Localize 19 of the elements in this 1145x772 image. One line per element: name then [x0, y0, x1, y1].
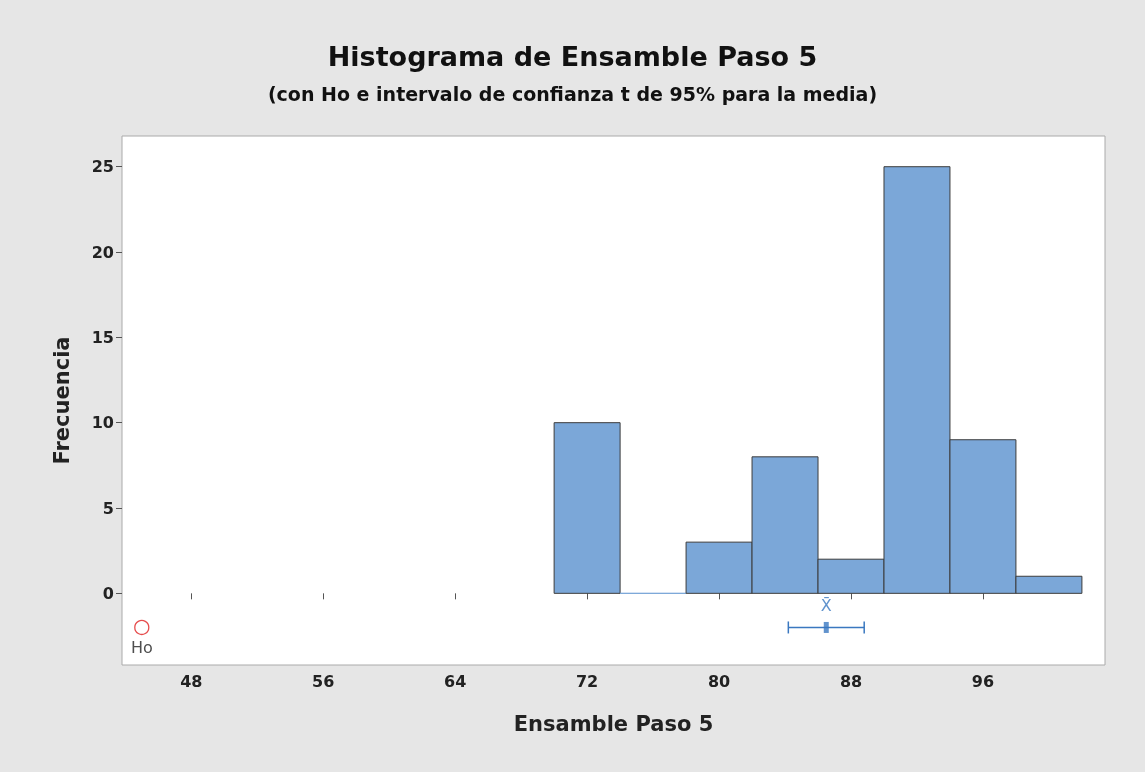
x-tick-label: 72	[575, 671, 599, 691]
x-tick-label: 80	[707, 671, 731, 691]
y-tick-label: 0	[102, 583, 114, 603]
x-axis-title: Ensamble Paso 5	[513, 711, 714, 736]
chart-title: Histograma de Ensamble Paso 5	[327, 41, 818, 72]
x-tick-label: 64	[444, 671, 467, 691]
y-tick-label: 20	[91, 242, 114, 262]
chart-subtitle: (con Ho e intervalo de confianza t de 95% para la media)	[267, 82, 878, 105]
y-tick-label: 15	[91, 327, 114, 347]
y-tick-label: 10	[91, 413, 114, 433]
y-tick-label: 5	[102, 498, 114, 518]
series-label: Ho	[130, 637, 153, 657]
x-tick-label: 56	[312, 671, 335, 691]
series-label: X̄	[820, 596, 832, 616]
x-tick-label: 96	[971, 671, 995, 691]
y-tick-label: 25	[91, 157, 114, 177]
x-tick-label: 88	[839, 671, 863, 691]
y-axis-title: Frecuencia	[49, 336, 74, 465]
x-tick-label: 48	[180, 671, 203, 691]
